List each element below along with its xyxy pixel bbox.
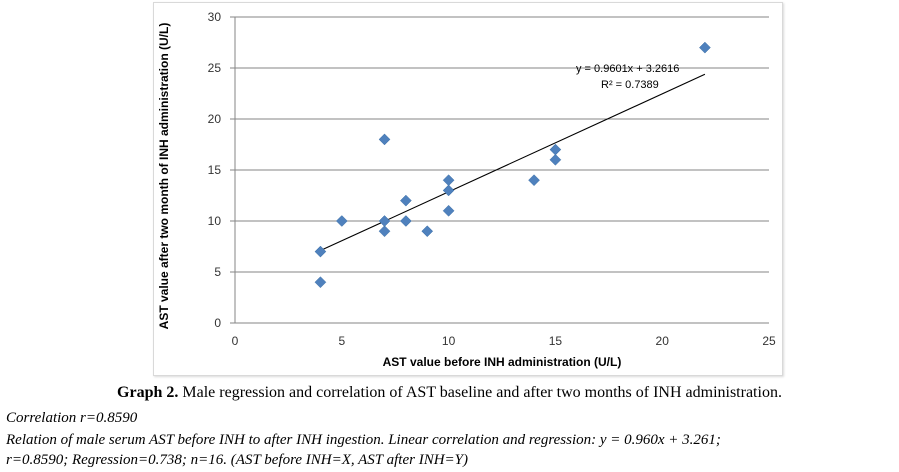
trendline-r-squared: R² = 0.7389	[601, 79, 659, 91]
y-tick-label: 0	[214, 316, 221, 330]
x-tick-label: 25	[762, 334, 776, 348]
data-point	[442, 184, 455, 197]
data-point	[400, 194, 412, 207]
data-point	[335, 215, 348, 227]
data-point	[549, 143, 562, 156]
chart-frame	[153, 2, 783, 376]
y-axis-title: AST value after two month of INH adminis…	[157, 23, 171, 330]
data-point	[314, 245, 327, 258]
data-point	[378, 133, 391, 146]
x-tick-label: 5	[338, 334, 345, 348]
data-point	[400, 215, 412, 227]
trendline	[320, 73, 706, 252]
x-tick-label: 20	[656, 334, 670, 348]
scatter-chart: 0 5 10 15 20 25 30 0 5 10 15 20 25 AST value before I…	[157, 10, 776, 369]
regression-note-line-2: r=0.8590; Regression=0.738; n=16. (AST b…	[6, 452, 468, 468]
caption-text: Male regression and correlation of AST b…	[178, 384, 782, 401]
y-tick-label: 10	[208, 214, 222, 228]
caption-label: Graph 2.	[117, 384, 179, 401]
data-point	[421, 225, 434, 238]
y-tick-label: 15	[208, 163, 222, 177]
regression-note-line-1: Relation of male serum AST before INH to…	[6, 432, 721, 448]
data-point	[314, 276, 327, 289]
data-point	[378, 225, 391, 238]
data-point	[549, 153, 562, 166]
x-tick-label: 0	[232, 334, 239, 348]
y-tick-label: 20	[208, 112, 222, 126]
data-point	[442, 174, 455, 187]
data-point	[378, 215, 391, 227]
data-point	[699, 41, 711, 54]
y-tick-label: 5	[214, 265, 221, 279]
y-tick-label: 25	[208, 61, 222, 75]
correlation-note: Correlation r=0.8590	[6, 410, 138, 426]
figure-caption: Graph 2. Male regression and correlation…	[0, 384, 899, 402]
y-tick-label: 30	[208, 10, 222, 24]
x-tick-label: 15	[549, 334, 563, 348]
x-tick-label: 10	[442, 334, 456, 348]
data-point	[442, 204, 455, 217]
data-point	[528, 174, 540, 187]
trendline-equation: y = 0.9601x + 3.2616	[576, 63, 679, 75]
x-axis-title: AST value before INH administration (U/L…	[383, 355, 622, 369]
